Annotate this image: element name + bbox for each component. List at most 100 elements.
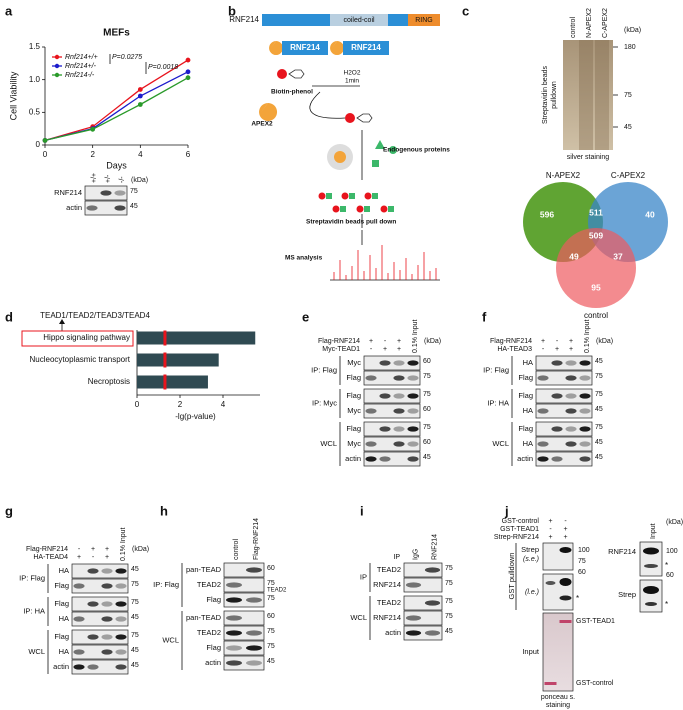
row-label: RNF214 bbox=[608, 547, 636, 556]
band bbox=[544, 682, 557, 685]
p-value: P=0.0275 bbox=[112, 54, 142, 61]
point bbox=[137, 93, 143, 99]
unit-label: (kDa) bbox=[424, 338, 441, 345]
lane-label: control bbox=[233, 539, 240, 560]
legend-label: Rnf214-/- bbox=[65, 72, 95, 79]
lane-label: -/- bbox=[119, 176, 126, 183]
blot-box bbox=[403, 625, 443, 641]
biotin bbox=[332, 205, 340, 213]
blot-box bbox=[363, 388, 421, 404]
point bbox=[185, 57, 191, 63]
gene-label: RNF214 bbox=[229, 15, 259, 24]
venn-count: 49 bbox=[569, 251, 579, 261]
band bbox=[551, 426, 563, 432]
band bbox=[226, 660, 242, 666]
lane-label: RNF214 bbox=[431, 534, 438, 560]
row-label: Flag bbox=[346, 373, 361, 382]
input-label: 0.1% Input bbox=[412, 319, 419, 353]
row-label: TEAD2 bbox=[377, 598, 401, 607]
side-label: pulldown bbox=[551, 81, 558, 109]
row-label: HA bbox=[59, 614, 69, 623]
biotin bbox=[356, 205, 364, 213]
row-label: Flag bbox=[54, 632, 69, 641]
band-note: * bbox=[665, 561, 668, 570]
group-label: IP bbox=[360, 572, 367, 581]
blot-box bbox=[363, 451, 421, 467]
band bbox=[114, 205, 126, 211]
band bbox=[115, 616, 127, 622]
treatment-sign: + bbox=[383, 346, 387, 353]
band bbox=[565, 360, 577, 366]
row-label: Myc bbox=[347, 358, 361, 367]
row-label: pan-TEAD bbox=[186, 613, 222, 622]
blot-box bbox=[363, 421, 421, 437]
ponceau-box bbox=[542, 612, 574, 692]
apex-icon bbox=[259, 103, 278, 121]
marker-label: 45 bbox=[445, 628, 453, 635]
highlight-box bbox=[21, 330, 134, 347]
x-tick-label: 2 bbox=[178, 400, 183, 409]
row-label: actin bbox=[385, 628, 401, 637]
band bbox=[379, 426, 391, 432]
band bbox=[579, 360, 591, 366]
band bbox=[393, 426, 405, 432]
band bbox=[537, 375, 549, 381]
treatment-sign: + bbox=[569, 338, 573, 345]
group-label: IP: Flag bbox=[19, 573, 45, 582]
blot-box bbox=[71, 611, 129, 627]
band bbox=[559, 595, 572, 601]
venn-count: 509 bbox=[589, 230, 603, 240]
row-sublabel: (s.e.) bbox=[523, 556, 539, 563]
lane-label: IgG bbox=[412, 549, 419, 560]
band bbox=[226, 645, 242, 651]
marker-label: 45 bbox=[131, 566, 139, 573]
treatment-sign: - bbox=[549, 526, 552, 533]
band bbox=[365, 441, 377, 447]
group-label: GST pulldown bbox=[507, 553, 516, 600]
row-label: HA bbox=[59, 647, 69, 656]
domain bbox=[330, 14, 388, 26]
lane-label: Flag-RNF214 bbox=[253, 518, 260, 560]
band bbox=[643, 586, 659, 594]
biotin bbox=[380, 205, 388, 213]
treatment-sign: - bbox=[542, 346, 545, 353]
legend-marker bbox=[54, 54, 60, 60]
band bbox=[101, 616, 113, 622]
band-note: * bbox=[576, 594, 579, 603]
x-tick-label: 4 bbox=[138, 150, 143, 159]
treatment-label: Strep-RNF214 bbox=[494, 534, 539, 541]
band bbox=[226, 597, 242, 603]
band bbox=[537, 441, 549, 447]
band bbox=[379, 360, 391, 366]
blot-box bbox=[223, 625, 265, 641]
band bbox=[644, 564, 658, 568]
row-label: Strep bbox=[618, 590, 636, 599]
y-axis-label: Cell Viability bbox=[8, 71, 18, 120]
panel-letter: i bbox=[360, 503, 364, 518]
blot-box bbox=[403, 577, 443, 593]
band bbox=[246, 597, 262, 603]
band bbox=[407, 360, 419, 366]
blot-box bbox=[71, 629, 129, 645]
marker-label: 75 bbox=[267, 628, 275, 635]
band bbox=[115, 601, 127, 607]
band bbox=[407, 426, 419, 432]
row-label: RNF214 bbox=[373, 580, 401, 589]
marker-label: 45 bbox=[423, 454, 431, 461]
group-label: WCL bbox=[28, 647, 45, 656]
row-label: actin bbox=[205, 658, 221, 667]
band bbox=[545, 581, 556, 585]
pulldown-label: Streptavidin beads pull down bbox=[306, 219, 396, 226]
arrow bbox=[309, 91, 346, 119]
annotation: TEAD1/TEAD2/TEAD3/TEAD4 bbox=[40, 311, 150, 320]
band bbox=[101, 649, 113, 655]
phenol bbox=[356, 113, 373, 123]
band bbox=[87, 634, 99, 640]
marker-label: 75 bbox=[130, 188, 138, 195]
category-label: Nucleocytoplasmic transport bbox=[30, 355, 131, 364]
row-label: Flag bbox=[54, 581, 69, 590]
marker-label: 45 bbox=[131, 614, 139, 621]
band bbox=[379, 393, 391, 399]
treatment-label: GST-TEAD1 bbox=[500, 526, 539, 533]
lane-label: C-APEX2 bbox=[602, 8, 609, 38]
